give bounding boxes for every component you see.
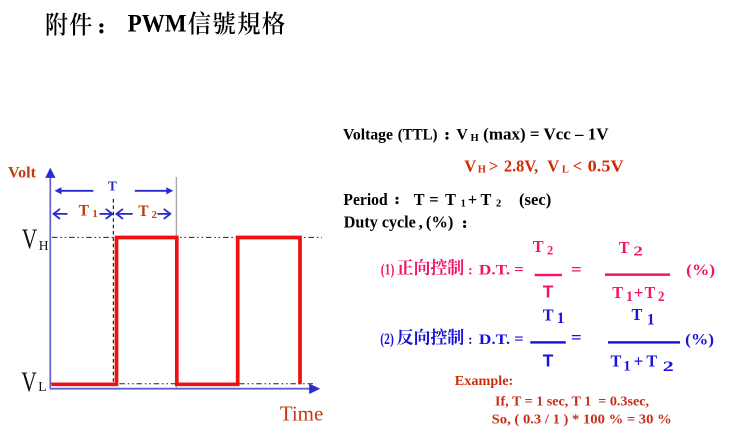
svg-text:(%): (%) — [685, 331, 714, 348]
svg-text:V: V — [464, 157, 476, 176]
svg-text:T: T — [414, 190, 425, 209]
svg-text:2: 2 — [658, 289, 664, 305]
svg-text:+: + — [468, 190, 477, 209]
svg-text:T: T — [138, 203, 149, 220]
svg-text:=: = — [514, 261, 524, 278]
svg-text:T: T — [533, 237, 544, 256]
svg-text:=: = — [429, 190, 439, 209]
svg-text:,: , — [419, 213, 423, 232]
svg-text:V: V — [456, 127, 468, 144]
svg-text:Time: Time — [280, 402, 324, 426]
svg-text:H: H — [478, 165, 486, 176]
svg-text:If, T = 1 sec, T 1 = 0.3sec,: If, T = 1 sec, T 1 = 0.3sec, — [495, 394, 649, 409]
svg-text:<: < — [573, 157, 582, 176]
svg-text:T: T — [632, 305, 643, 324]
svg-text:T: T — [108, 179, 117, 194]
svg-text:PWM: PWM — [128, 9, 187, 38]
svg-text:1: 1 — [557, 310, 565, 327]
svg-text:L: L — [562, 165, 569, 176]
svg-text:Volt: Volt — [8, 165, 37, 182]
svg-text:2: 2 — [152, 209, 158, 221]
svg-text:T: T — [543, 306, 554, 325]
svg-text:(2): (2) — [380, 331, 394, 348]
svg-text:H: H — [39, 238, 49, 253]
svg-text:T: T — [79, 202, 90, 219]
svg-text:1: 1 — [647, 312, 655, 329]
svg-text:+: + — [634, 351, 644, 370]
svg-text:=: = — [571, 328, 582, 347]
svg-text:L: L — [38, 379, 46, 394]
svg-text:(max) = Vcc – 1V: (max) = Vcc – 1V — [483, 125, 608, 144]
svg-text:(TTL): (TTL) — [398, 127, 438, 144]
svg-text:1: 1 — [92, 208, 98, 220]
svg-text:0.5V: 0.5V — [588, 157, 624, 176]
svg-text:T: T — [645, 283, 656, 302]
svg-text:V: V — [547, 157, 559, 176]
svg-text:=: = — [571, 260, 582, 279]
svg-text:V: V — [22, 225, 38, 256]
svg-text:2: 2 — [663, 359, 674, 375]
svg-text:T: T — [612, 283, 623, 302]
svg-text:1: 1 — [623, 359, 630, 375]
svg-text:T: T — [543, 282, 554, 302]
svg-text:T: T — [543, 351, 554, 371]
svg-text:>: > — [489, 157, 498, 176]
svg-text:Duty cycle: Duty cycle — [344, 213, 416, 232]
svg-text:T: T — [646, 351, 657, 370]
svg-text:2: 2 — [496, 198, 501, 209]
svg-text:T: T — [481, 190, 492, 209]
svg-text:T: T — [445, 190, 456, 209]
svg-text:(1): (1) — [381, 261, 395, 278]
svg-text:2.8V,: 2.8V, — [504, 157, 538, 176]
svg-text:Voltage: Voltage — [343, 127, 393, 144]
svg-text:T: T — [611, 351, 622, 370]
svg-text::: : — [468, 263, 473, 278]
svg-text:=: = — [514, 331, 524, 348]
svg-text:(%): (%) — [426, 213, 454, 232]
svg-text:D.T.: D.T. — [479, 332, 510, 348]
svg-text:T: T — [619, 238, 630, 257]
svg-text:V: V — [21, 366, 37, 398]
svg-text:Example:: Example: — [455, 374, 514, 389]
svg-text:So, ( 0.3 / 1 ) * 100 % = 30 %: So, ( 0.3 / 1 ) * 100 % = 30 % — [492, 413, 672, 428]
svg-text:(%): (%) — [686, 262, 715, 279]
svg-text:1: 1 — [461, 198, 466, 209]
svg-text:+: + — [634, 283, 644, 302]
svg-text:1: 1 — [626, 289, 633, 305]
svg-text:H: H — [471, 133, 479, 144]
svg-text::: : — [468, 333, 473, 348]
svg-text:(sec): (sec) — [519, 190, 551, 209]
svg-text:2: 2 — [547, 243, 553, 257]
svg-text:2: 2 — [633, 244, 643, 259]
svg-text:Period: Period — [343, 190, 387, 209]
svg-text:D.T.: D.T. — [479, 262, 510, 278]
